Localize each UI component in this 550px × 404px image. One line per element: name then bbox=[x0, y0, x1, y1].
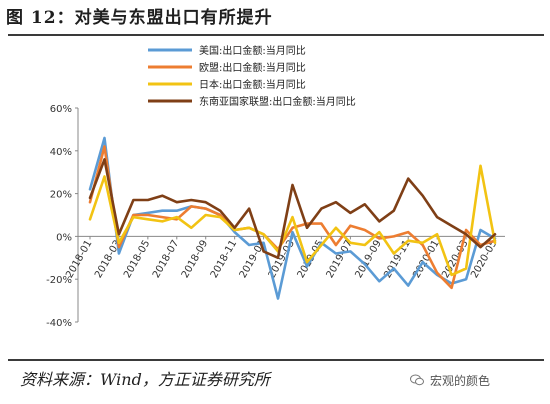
y-axis-ticks: -40% -20% 0% 20% 40% 60% bbox=[46, 104, 78, 329]
y-tick-label: -20% bbox=[46, 275, 72, 286]
chart-title: 图 12：对美与东盟出口有所提升 bbox=[6, 8, 273, 28]
watermark: 宏观的颜色 bbox=[410, 371, 490, 391]
x-tick-label: 2018-09 bbox=[180, 238, 210, 280]
series-line-us bbox=[88, 136, 497, 300]
x-tick-label: 2018-07 bbox=[151, 238, 181, 280]
title-divider bbox=[8, 34, 544, 36]
legend-label-asean: 东南亚国家联盟:出口金额:当月同比 bbox=[199, 95, 356, 108]
y-tick-label: 60% bbox=[50, 104, 72, 115]
y-tick-label: 0% bbox=[56, 232, 72, 243]
x-tick-label: 2018-05 bbox=[122, 238, 152, 280]
source-note: 资料来源：Wind，方正证券研究所 bbox=[20, 370, 270, 389]
watermark-text: 宏观的颜色 bbox=[430, 374, 491, 388]
footer-divider bbox=[8, 359, 544, 361]
y-tick-label: -40% bbox=[46, 318, 72, 329]
wechat-icon bbox=[410, 374, 424, 386]
series-line-eu bbox=[88, 145, 497, 290]
x-tick-label: 2018-01 bbox=[64, 238, 94, 280]
y-tick-label: 20% bbox=[50, 190, 72, 201]
legend-label-eu: 欧盟:出口金额:当月同比 bbox=[199, 61, 306, 74]
x-tick-label: 2019-07 bbox=[325, 238, 355, 280]
series-line-asean bbox=[88, 158, 497, 260]
legend-label-us: 美国:出口金额:当月同比 bbox=[199, 44, 306, 57]
series-line-japan bbox=[88, 164, 497, 277]
chart-legend: 美国:出口金额:当月同比欧盟:出口金额:当月同比日本:出口金额:当月同比东南亚国… bbox=[148, 44, 356, 108]
legend-label-japan: 日本:出口金额:当月同比 bbox=[199, 78, 306, 91]
y-tick-label: 40% bbox=[50, 147, 72, 158]
series-lines bbox=[88, 136, 497, 300]
x-tick-label: 2018-11 bbox=[209, 238, 239, 280]
